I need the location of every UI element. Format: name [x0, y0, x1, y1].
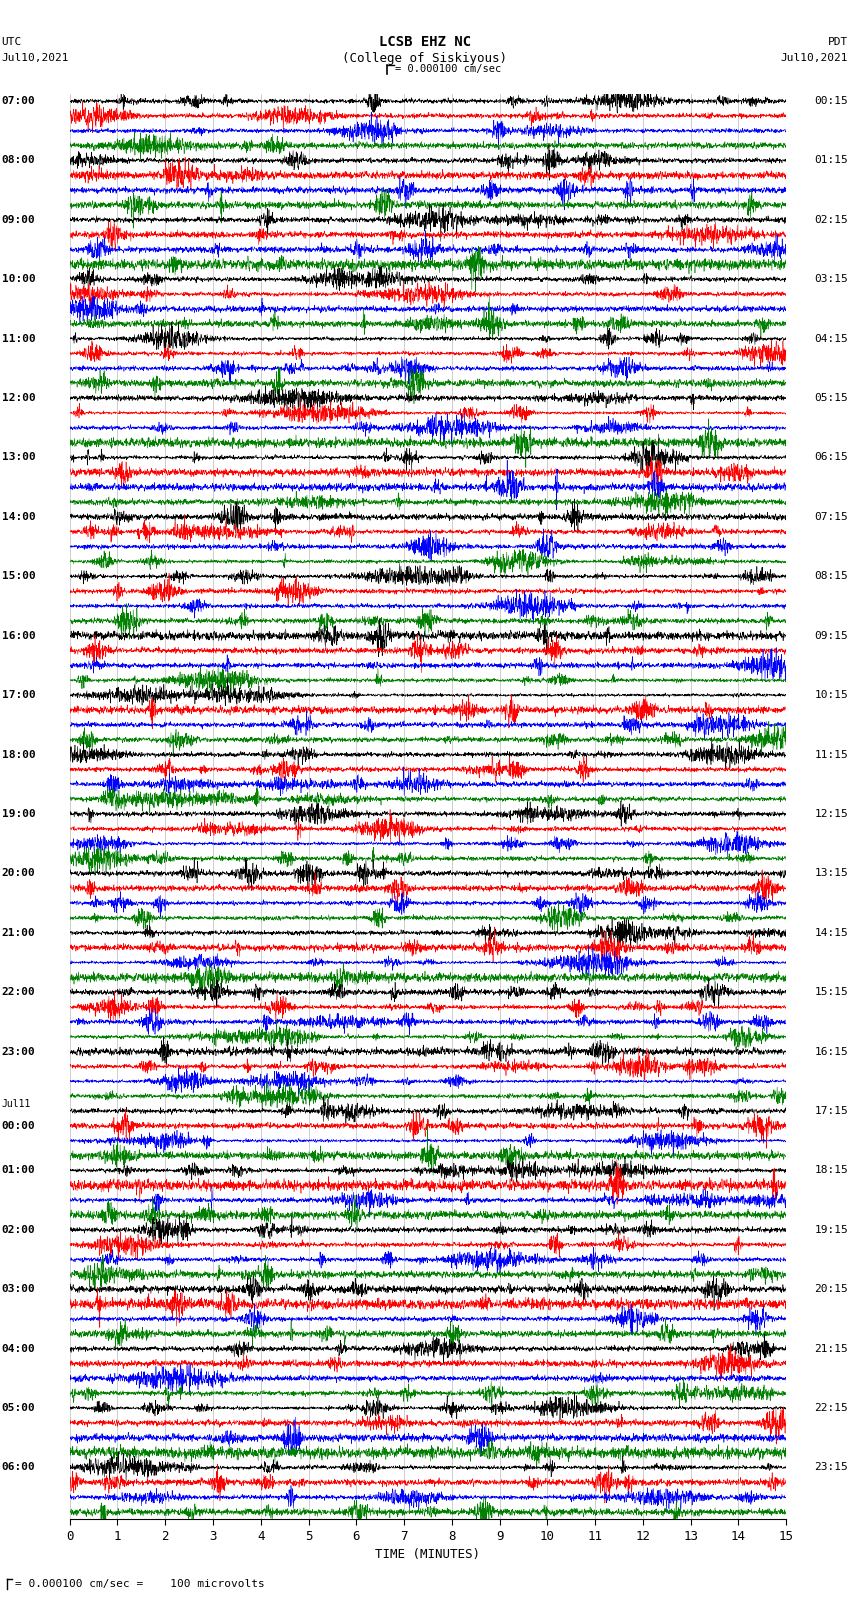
Text: 12:15: 12:15 [814, 810, 848, 819]
Text: 04:15: 04:15 [814, 334, 848, 344]
Text: = 0.000100 cm/sec: = 0.000100 cm/sec [395, 65, 501, 74]
Text: 03:15: 03:15 [814, 274, 848, 284]
Text: 14:00: 14:00 [2, 511, 36, 523]
Text: 19:15: 19:15 [814, 1224, 848, 1236]
Text: 04:00: 04:00 [2, 1344, 36, 1353]
Text: = 0.000100 cm/sec =    100 microvolts: = 0.000100 cm/sec = 100 microvolts [15, 1579, 265, 1589]
Text: 08:15: 08:15 [814, 571, 848, 581]
Text: 22:00: 22:00 [2, 987, 36, 997]
Text: 07:15: 07:15 [814, 511, 848, 523]
Text: 01:00: 01:00 [2, 1166, 36, 1176]
Text: 06:00: 06:00 [2, 1463, 36, 1473]
Text: Jul11: Jul11 [2, 1100, 31, 1110]
Text: LCSB EHZ NC: LCSB EHZ NC [379, 35, 471, 50]
Text: 07:00: 07:00 [2, 97, 36, 106]
Text: 15:00: 15:00 [2, 571, 36, 581]
Text: 21:00: 21:00 [2, 927, 36, 937]
Text: 17:15: 17:15 [814, 1107, 848, 1116]
Text: UTC: UTC [2, 37, 22, 47]
Text: 19:00: 19:00 [2, 810, 36, 819]
Text: 23:15: 23:15 [814, 1463, 848, 1473]
Text: 17:00: 17:00 [2, 690, 36, 700]
Text: 11:15: 11:15 [814, 750, 848, 760]
Text: 02:00: 02:00 [2, 1224, 36, 1236]
Text: 00:00: 00:00 [2, 1121, 36, 1131]
Text: 21:15: 21:15 [814, 1344, 848, 1353]
Text: 20:00: 20:00 [2, 868, 36, 879]
Text: 18:15: 18:15 [814, 1166, 848, 1176]
Text: 23:00: 23:00 [2, 1047, 36, 1057]
Text: 02:15: 02:15 [814, 215, 848, 224]
Text: 16:00: 16:00 [2, 631, 36, 640]
Text: 22:15: 22:15 [814, 1403, 848, 1413]
Text: 13:15: 13:15 [814, 868, 848, 879]
Text: 08:00: 08:00 [2, 155, 36, 166]
Text: 16:15: 16:15 [814, 1047, 848, 1057]
Text: 13:00: 13:00 [2, 453, 36, 463]
Text: 06:15: 06:15 [814, 453, 848, 463]
Text: 10:00: 10:00 [2, 274, 36, 284]
Text: 05:15: 05:15 [814, 394, 848, 403]
Text: Jul10,2021: Jul10,2021 [781, 53, 848, 63]
X-axis label: TIME (MINUTES): TIME (MINUTES) [376, 1548, 480, 1561]
Text: 01:15: 01:15 [814, 155, 848, 166]
Text: 11:00: 11:00 [2, 334, 36, 344]
Text: Jul10,2021: Jul10,2021 [2, 53, 69, 63]
Text: (College of Siskiyous): (College of Siskiyous) [343, 52, 507, 65]
Text: 03:00: 03:00 [2, 1284, 36, 1294]
Text: 14:15: 14:15 [814, 927, 848, 937]
Text: 09:15: 09:15 [814, 631, 848, 640]
Text: 10:15: 10:15 [814, 690, 848, 700]
Text: 12:00: 12:00 [2, 394, 36, 403]
Text: 05:00: 05:00 [2, 1403, 36, 1413]
Text: 09:00: 09:00 [2, 215, 36, 224]
Text: 20:15: 20:15 [814, 1284, 848, 1294]
Text: PDT: PDT [828, 37, 848, 47]
Text: 00:15: 00:15 [814, 97, 848, 106]
Text: 15:15: 15:15 [814, 987, 848, 997]
Text: 18:00: 18:00 [2, 750, 36, 760]
